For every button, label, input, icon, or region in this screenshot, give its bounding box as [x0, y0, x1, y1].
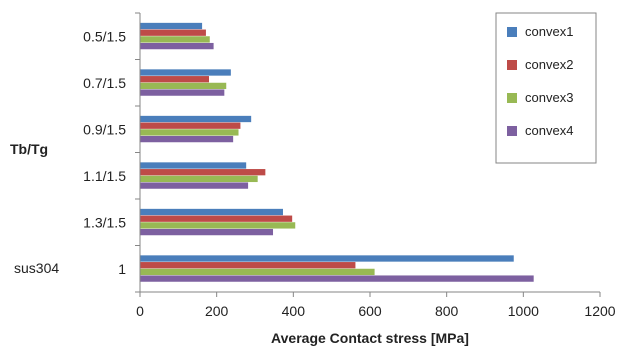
bar-convex3-4 [140, 222, 296, 229]
y-tick-label: 0.5/1.5 [83, 28, 126, 44]
bar-convex3-0 [140, 36, 210, 43]
legend-swatch-convex4 [507, 126, 517, 136]
x-axis-title: Average Contact stress [MPa] [271, 330, 469, 346]
legend-swatch-convex2 [507, 60, 517, 70]
bar-convex1-4 [140, 208, 283, 216]
bar-convex2-0 [140, 29, 206, 36]
y-tick-label: 0.9/1.5 [83, 121, 126, 137]
bar-convex2-4 [140, 215, 293, 222]
legend-label-convex1: convex1 [525, 24, 573, 39]
x-tick-label: 0 [136, 303, 144, 319]
x-tick-label: 1000 [508, 303, 539, 319]
bar-convex2-3 [140, 169, 266, 176]
x-tick-label: 200 [205, 303, 229, 319]
bar-convex1-1 [140, 69, 231, 76]
legend-label-convex4: convex4 [525, 123, 573, 138]
y-tick-label: 1.3/1.5 [83, 214, 126, 230]
legend-label-convex2: convex2 [525, 57, 573, 72]
bar-convex1-2 [140, 115, 252, 123]
y-tick-label: 1.1/1.5 [83, 168, 126, 184]
bar-convex3-1 [140, 82, 227, 90]
bar-convex4-2 [140, 135, 234, 143]
y-ticks: 0.5/1.5 0.7/1.5 0.9/1.5 1.1/1.5 1.3/1.5 1 [83, 12, 140, 293]
legend: convex1 convex2 convex3 convex4 [495, 12, 597, 164]
bar-convex3-3 [140, 175, 258, 183]
legend-swatch-convex3 [507, 93, 517, 103]
bar-convex4-3 [140, 182, 249, 189]
legend-label-convex3: convex3 [525, 90, 573, 105]
legend-box [495, 12, 597, 164]
bar-convex1-5 [140, 255, 514, 262]
x-tick-label: 400 [282, 303, 306, 319]
bar-convex4-1 [140, 89, 225, 96]
y-tick-label: 1 [118, 261, 126, 277]
group-label: sus304 [14, 260, 59, 276]
bar-convex1-0 [140, 22, 203, 30]
bar-convex1-3 [140, 162, 247, 169]
legend-swatch-convex1 [507, 27, 517, 37]
bar-convex2-1 [140, 76, 209, 83]
x-tick-label: 600 [358, 303, 382, 319]
bar-convex4-5 [140, 275, 534, 282]
bars [140, 22, 534, 282]
y-axis-title: Tb/Tg [10, 141, 48, 157]
bar-convex4-4 [140, 228, 274, 236]
bar-convex3-2 [140, 129, 239, 136]
bar-convex4-0 [140, 42, 214, 50]
bar-convex2-2 [140, 122, 241, 129]
bar-convex2-5 [140, 262, 356, 269]
x-ticks: 0 200 400 600 800 1000 1200 [136, 292, 616, 319]
bar-convex3-5 [140, 268, 375, 276]
y-tick-label: 0.7/1.5 [83, 75, 126, 91]
x-tick-label: 800 [435, 303, 459, 319]
x-tick-label: 1200 [584, 303, 615, 319]
